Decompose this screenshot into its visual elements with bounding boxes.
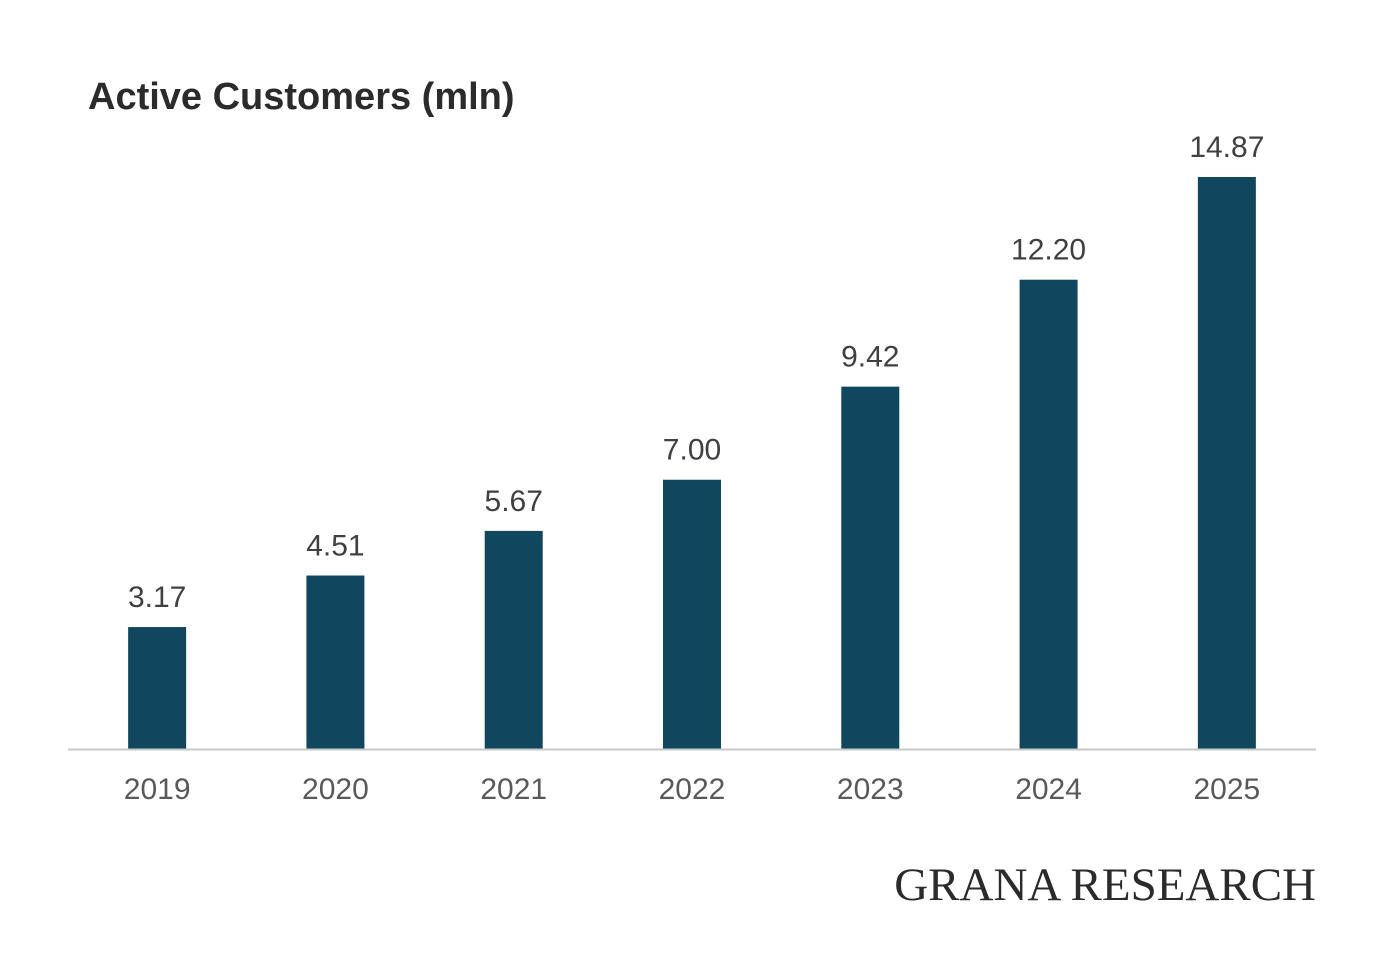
bar-2019: [128, 627, 187, 749]
x-tick-label-2020: 2020: [302, 773, 369, 806]
bar-2021: [484, 530, 543, 749]
x-tick-label-2021: 2021: [480, 773, 547, 806]
x-tick-labels-layer: 2019 2020 2021 2022 2023 2024 2025: [124, 773, 1260, 806]
x-tick-label-2025: 2025: [1193, 773, 1260, 806]
x-tick-label-2024: 2024: [1015, 773, 1082, 806]
x-tick-label-2022: 2022: [659, 773, 726, 806]
x-tick-label-2023: 2023: [837, 773, 904, 806]
x-tick-label-2019: 2019: [124, 773, 191, 806]
brand-logo-text: GRANA RESEARCH: [894, 859, 1316, 911]
value-label-2022: 7.00: [663, 434, 721, 467]
value-label-2019: 3.17: [128, 581, 186, 614]
chart-title: Active Customers (mln): [88, 76, 515, 118]
value-label-2021: 5.67: [485, 485, 543, 518]
value-label-2023: 9.42: [841, 341, 899, 374]
bar-2025: [1197, 177, 1256, 749]
bar-2023: [841, 386, 900, 749]
value-label-2025: 14.87: [1189, 131, 1264, 164]
value-labels-layer: 3.17 4.51 5.67 7.00 9.42 12.20 14.87: [128, 131, 1264, 614]
value-label-2020: 4.51: [306, 530, 364, 563]
value-label-2024: 12.20: [1011, 234, 1086, 267]
bar-2020: [306, 575, 365, 749]
bar-2022: [663, 479, 721, 749]
bars-layer: [128, 177, 1256, 749]
bar-2024: [1019, 279, 1078, 749]
